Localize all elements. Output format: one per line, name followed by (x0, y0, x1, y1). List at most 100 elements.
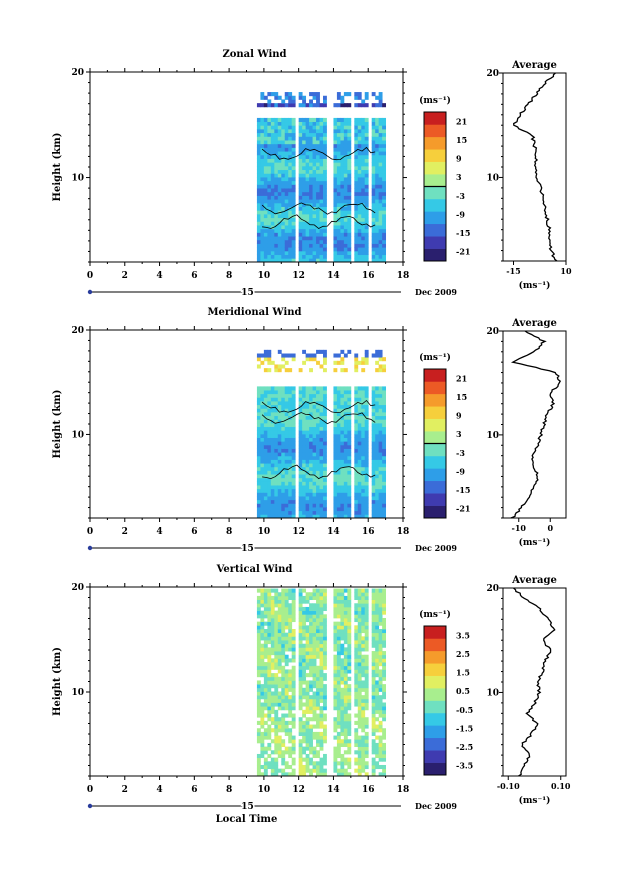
heatmap-cell (347, 474, 352, 479)
heatmap-cell (312, 514, 317, 519)
heatmap-cell (323, 507, 327, 512)
heatmap-cell (284, 419, 289, 424)
heatmap-cell (298, 702, 303, 707)
heatmap-cell (371, 662, 376, 667)
heatmap-cell (336, 202, 341, 207)
heatmap-cell (263, 173, 268, 178)
heatmap-cell (364, 236, 369, 241)
heatmap-cell (354, 433, 359, 438)
heatmap-cell (343, 695, 348, 700)
heatmap-cell (263, 247, 268, 252)
heatmap-cell (364, 750, 369, 755)
heatmap-cell (302, 643, 307, 648)
heatmap-cell (277, 720, 282, 725)
heatmap-cell (270, 757, 275, 762)
heatmap-cell (357, 243, 362, 248)
heatmap-cell (340, 503, 345, 508)
heatmap-cell (284, 750, 289, 755)
heatmap-cell (309, 610, 313, 615)
heatmap-cell (343, 720, 348, 725)
heatmap-cell (333, 452, 338, 457)
heatmap-cell (309, 165, 313, 171)
heatmap-cell (270, 202, 275, 207)
heatmap-cell (288, 368, 293, 373)
heatmap-cell (364, 654, 369, 659)
heatmap-cell (267, 206, 272, 211)
heatmap-cell (364, 764, 369, 770)
heatmap-cell (291, 698, 296, 703)
heatmap-cell (354, 658, 359, 663)
heatmap-cell (298, 753, 303, 759)
heatmap-cell (277, 397, 282, 402)
heatmap-cell (291, 188, 296, 193)
x-tick-label: 10 (258, 527, 271, 537)
heatmap-cell (347, 706, 352, 711)
heatmap-cell (260, 717, 265, 722)
heatmap-cell (281, 625, 286, 630)
heatmap-cell (291, 140, 296, 145)
heatmap-cell (260, 415, 265, 420)
heatmap-cell (371, 739, 376, 744)
heatmap-cell (312, 746, 317, 751)
heatmap-cell (364, 184, 369, 189)
heatmap-cell (382, 147, 387, 152)
heatmap-cell (281, 357, 286, 362)
heatmap-cell (263, 614, 268, 619)
heatmap-cell (340, 151, 345, 156)
heatmap-cell (288, 422, 293, 428)
heatmap-cell (319, 393, 324, 398)
heatmap-cell (277, 599, 282, 604)
heatmap-cell (316, 408, 320, 413)
heatmap-cell (361, 673, 366, 678)
heatmap-cell (298, 463, 303, 468)
heatmap-cell (298, 143, 303, 148)
heatmap-cell (347, 463, 352, 468)
heatmap-cell (361, 151, 366, 156)
heatmap-cell (263, 629, 268, 634)
heatmap-cell (274, 158, 279, 163)
heatmap-cell (302, 129, 307, 134)
heatmap-cell (305, 665, 310, 670)
heatmap-cell (361, 640, 366, 645)
heatmap-cell (340, 169, 345, 174)
heatmap-cell (256, 728, 261, 733)
heatmap-cell (288, 466, 293, 471)
heatmap-cell (378, 195, 383, 200)
heatmap-cell (298, 640, 303, 645)
heatmap-cell (312, 658, 317, 663)
heatmap-cell (277, 143, 282, 148)
heatmap-cell (298, 210, 303, 215)
heatmap-cell (267, 430, 272, 435)
heatmap-cell (267, 386, 272, 391)
heatmap-cell (319, 720, 324, 725)
heatmap-cell (340, 360, 345, 365)
heatmap-cell (309, 742, 313, 747)
heatmap-cell (277, 125, 282, 130)
heatmap-cell (298, 173, 303, 178)
heatmap-cell (364, 592, 369, 597)
heatmap-cell (298, 595, 303, 600)
heatmap-cell (382, 228, 387, 233)
heatmap-cell (309, 103, 313, 108)
heatmap-cell (319, 673, 324, 678)
colorbar-tick-label: 3 (456, 429, 462, 439)
heatmap-cell (333, 386, 338, 391)
heatmap-cell (288, 140, 293, 145)
heatmap-cell (333, 592, 338, 597)
heatmap-cell (284, 448, 289, 453)
heatmap-cell (354, 426, 359, 431)
heatmap-cell (270, 709, 275, 714)
heatmap-cell (343, 496, 348, 501)
heatmap-cell (267, 455, 272, 460)
heatmap-cell (343, 761, 348, 766)
heatmap-cell (256, 199, 261, 204)
heatmap-cell (364, 455, 369, 460)
heatmap-cell (284, 625, 289, 630)
heatmap-cell (312, 117, 317, 123)
heatmap-cell (270, 401, 275, 406)
heatmap-cell (336, 709, 341, 714)
heatmap-cell (270, 466, 275, 471)
heatmap-cell (309, 136, 313, 141)
heatmap-cell (361, 625, 366, 630)
heatmap-cell (316, 492, 320, 497)
